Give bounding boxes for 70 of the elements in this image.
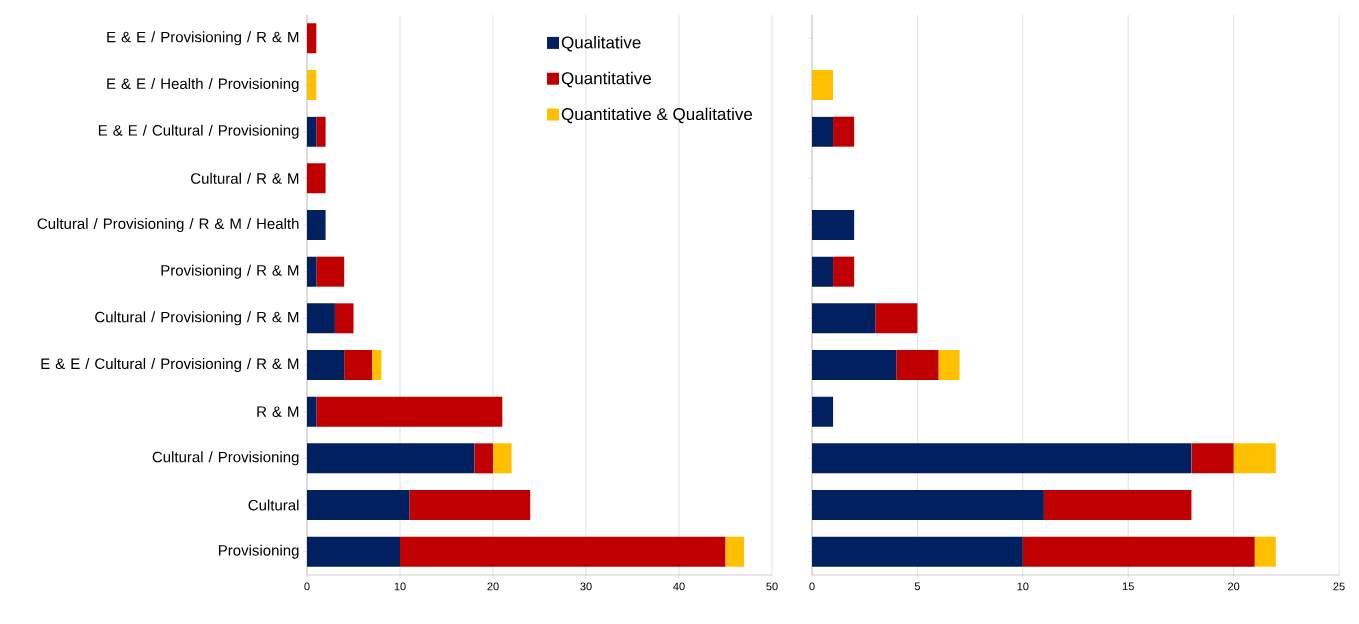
bar [812,116,834,147]
bar [1254,536,1276,567]
bar [812,350,897,380]
bar [307,23,317,54]
x-tick-label: 25 [1333,582,1345,591]
bar [474,443,493,474]
x-tick-label: 20 [1228,582,1240,591]
x-tick-label: 10 [394,582,406,591]
bar [725,536,745,567]
x-tick-label: 0 [809,582,815,591]
bar [812,70,834,100]
bar [812,210,855,240]
x-tick-label: 10 [1017,582,1029,591]
bar [307,350,345,380]
bar [812,396,834,427]
bar [812,303,876,334]
bar [409,490,531,520]
y-tick-label: E & E / Provisioning / R & M [107,31,299,46]
bar [307,303,335,334]
bar [400,536,726,567]
bar [372,350,382,380]
y-tick-label: R & M [257,406,299,417]
x-tick-label: 20 [487,582,499,591]
bar [344,350,373,380]
y-tick-label: Cultural / Provisioning / R & M / Health [37,218,299,232]
legend-label: Quantitative & Qualitative [561,107,753,124]
bar [307,256,317,287]
bar [812,536,1023,567]
bar [307,70,317,100]
bar [493,443,512,474]
x-tick-label: 30 [580,582,592,591]
bar [307,490,410,520]
bar [307,443,475,474]
bar [1233,443,1276,474]
bar [896,350,939,380]
bar [316,116,326,147]
bar [307,210,326,240]
bar [307,536,400,567]
bar [875,303,918,334]
bar [1022,536,1255,567]
y-tick-label: Cultural / R & M [191,172,299,184]
legend-label: Quantitative [561,71,651,88]
y-tick-label: Cultural / Provisioning [152,451,299,466]
y-tick-label: Cultural [248,499,299,511]
y-tick-label: Cultural / Provisioning / R & M [95,311,299,326]
x-tick-label: 50 [766,582,778,591]
x-tick-label: 15 [1122,582,1134,591]
y-tick-label: Provisioning / R & M [161,264,299,279]
bar [812,256,834,287]
bar [938,350,960,380]
bar [307,163,326,194]
x-tick-label: 0 [304,582,310,591]
x-tick-label: 40 [673,582,685,591]
bar [316,396,503,427]
bar [812,443,1192,474]
bar [316,256,345,287]
y-tick-label: Provisioning [218,544,299,559]
bar [1191,443,1234,474]
bar [1043,490,1192,520]
bar [833,116,855,147]
bar [307,396,317,427]
bar [812,490,1044,520]
y-tick-label: E & E / Cultural / Provisioning / R & M [41,358,299,372]
bar [307,116,317,147]
x-tick-label: 5 [914,582,920,591]
bar [833,256,855,287]
y-tick-label: E & E / Cultural / Provisioning [98,124,299,139]
y-tick-label: E & E / Health / Provisioning [107,78,299,92]
legend-label: Qualitative [561,36,641,52]
bar [334,303,354,334]
